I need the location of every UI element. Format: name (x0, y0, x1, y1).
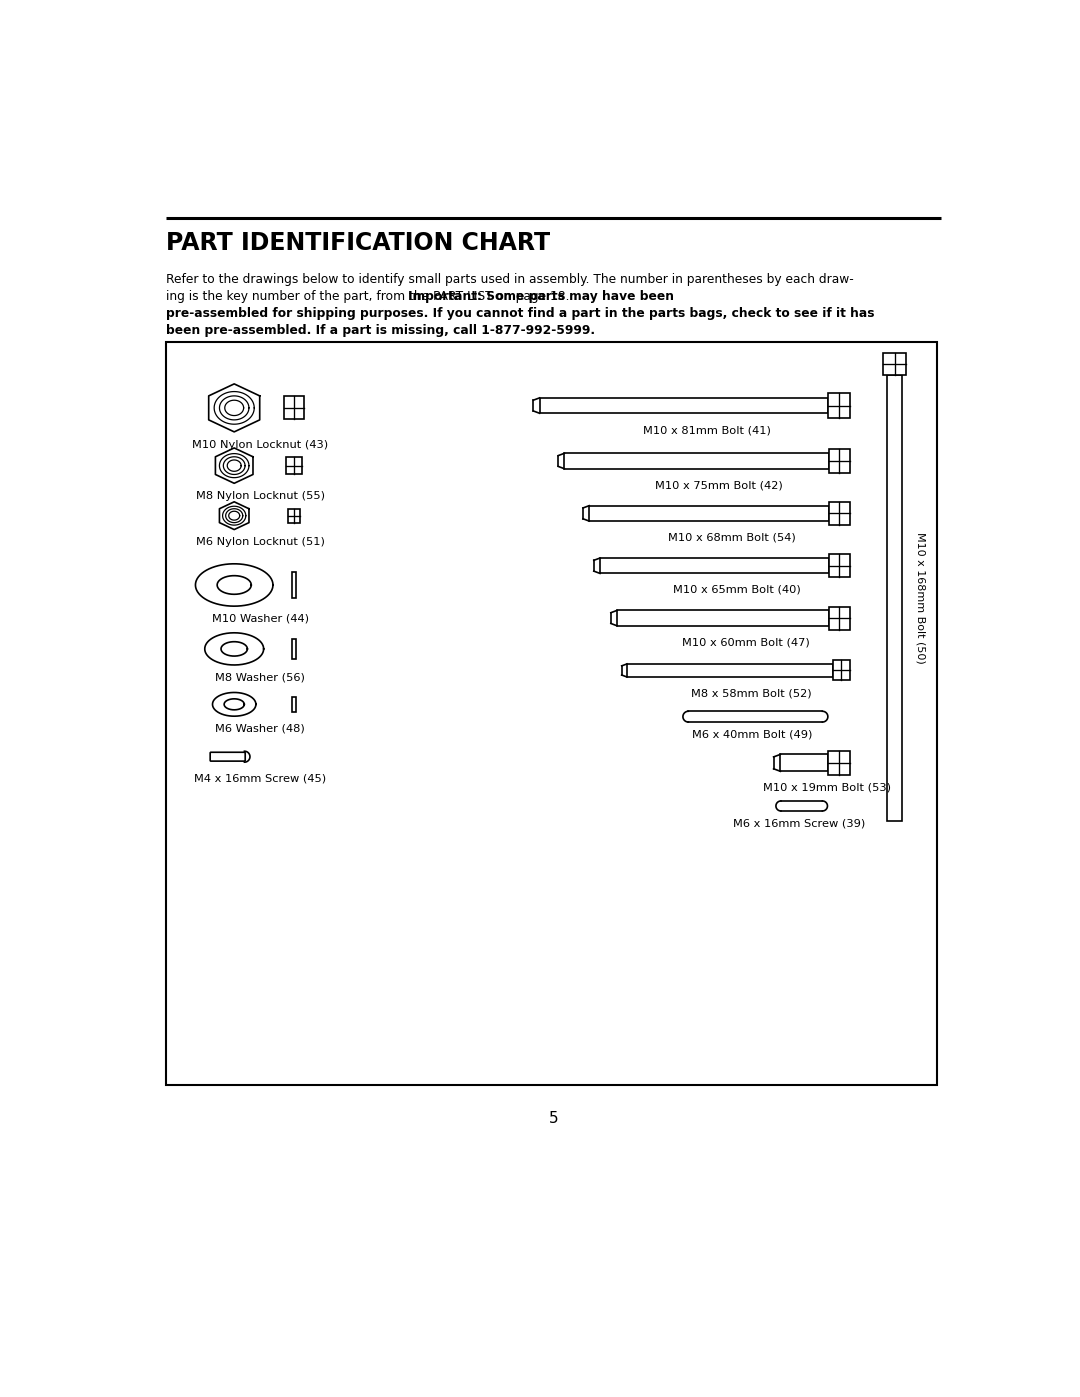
Bar (565, 453, 829, 469)
Text: 5: 5 (549, 1111, 558, 1126)
Text: M8 Nylon Locknut (55): M8 Nylon Locknut (55) (195, 490, 325, 502)
Text: M10 x 75mm Bolt (42): M10 x 75mm Bolt (42) (656, 481, 783, 490)
Bar (829, 450, 850, 472)
Text: Important: Some parts may have been: Important: Some parts may have been (408, 291, 674, 303)
Bar (829, 555, 850, 577)
Bar (829, 502, 850, 525)
Bar (166, 342, 937, 1085)
Text: M10 x 168mm Bolt (50): M10 x 168mm Bolt (50) (916, 532, 926, 664)
Bar (627, 664, 833, 678)
Text: M10 x 19mm Bolt (53): M10 x 19mm Bolt (53) (764, 782, 891, 793)
Bar (287, 509, 300, 522)
Bar (292, 697, 296, 712)
Bar (600, 557, 829, 573)
Text: M10 Nylon Locknut (43): M10 Nylon Locknut (43) (192, 440, 328, 450)
Text: been pre-assembled. If a part is missing, call 1-877-992-5999.: been pre-assembled. If a part is missing… (166, 324, 595, 337)
Bar (292, 571, 296, 598)
Bar (286, 457, 301, 475)
Bar (284, 397, 303, 419)
FancyBboxPatch shape (211, 752, 245, 761)
Bar (829, 606, 850, 630)
Bar (617, 610, 829, 626)
Text: Refer to the drawings below to identify small parts used in assembly. The number: Refer to the drawings below to identify … (166, 274, 854, 286)
Text: pre-assembled for shipping purposes. If you cannot find a part in the parts bags: pre-assembled for shipping purposes. If … (166, 307, 875, 320)
Text: PART IDENTIFICATION CHART: PART IDENTIFICATION CHART (166, 231, 550, 254)
Text: M6 Nylon Locknut (51): M6 Nylon Locknut (51) (195, 538, 325, 548)
Text: M10 x 81mm Bolt (41): M10 x 81mm Bolt (41) (643, 426, 771, 436)
Bar (292, 638, 296, 659)
Bar (590, 506, 829, 521)
Text: M10 Washer (44): M10 Washer (44) (212, 613, 309, 624)
Text: M6 Washer (48): M6 Washer (48) (215, 724, 305, 733)
Text: M6 x 40mm Bolt (49): M6 x 40mm Bolt (49) (692, 729, 813, 740)
Bar (828, 750, 850, 775)
Text: M10 x 60mm Bolt (47): M10 x 60mm Bolt (47) (681, 637, 810, 647)
Text: M8 x 58mm Bolt (52): M8 x 58mm Bolt (52) (691, 689, 811, 698)
Bar (540, 398, 828, 414)
Bar (882, 353, 906, 374)
Bar (781, 754, 828, 771)
Text: M6 x 16mm Screw (39): M6 x 16mm Screw (39) (733, 819, 865, 828)
Bar (887, 374, 902, 821)
Text: M10 x 65mm Bolt (40): M10 x 65mm Bolt (40) (673, 585, 801, 595)
Text: M8 Washer (56): M8 Washer (56) (215, 673, 306, 683)
Text: M10 x 68mm Bolt (54): M10 x 68mm Bolt (54) (667, 532, 796, 542)
Bar (833, 661, 850, 680)
Text: ing is the key number of the part, from the PART LIST on page 18.: ing is the key number of the part, from … (166, 291, 573, 303)
Bar (828, 393, 850, 418)
Text: M4 x 16mm Screw (45): M4 x 16mm Screw (45) (194, 774, 326, 784)
